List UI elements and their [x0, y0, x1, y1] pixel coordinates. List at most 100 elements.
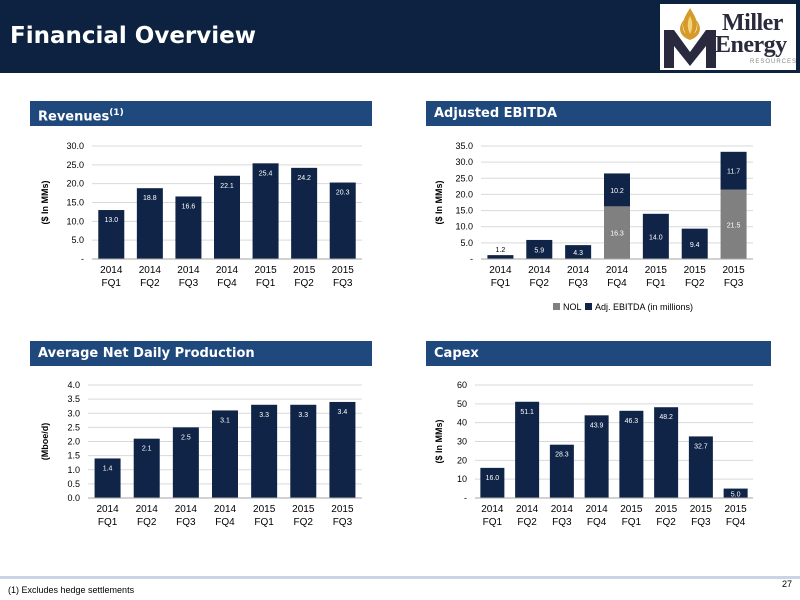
- revenues-data-label: 16.6: [182, 203, 196, 210]
- revenues-xtick-quarter: FQ1: [102, 278, 122, 289]
- section-header-revenues: Revenues(1): [30, 101, 372, 126]
- capex-data-label: 16.0: [486, 475, 500, 482]
- ebitda-xtick-quarter: FQ3: [568, 278, 588, 289]
- production-xtick-year: 2015: [253, 504, 276, 515]
- ebitda-ylabel: ($ In MMs): [434, 180, 444, 224]
- capex-xtick-year: 2015: [725, 504, 748, 515]
- capex-ytick-label: 40: [457, 418, 467, 428]
- revenues-bar: [291, 167, 318, 259]
- revenues-xtick-year: 2014: [139, 265, 162, 276]
- capex-label: Capex: [434, 346, 479, 361]
- production-ytick-label: 3.0: [67, 408, 80, 418]
- capex-xtick-quarter: FQ2: [656, 517, 676, 528]
- capex-xtick-quarter: FQ2: [517, 517, 537, 528]
- footnote: (1) Excludes hedge settlements: [8, 585, 135, 595]
- production-xtick-year: 2014: [214, 504, 237, 515]
- production-xtick-quarter: FQ3: [333, 517, 353, 528]
- ebitda-bar-ebitda: [565, 245, 592, 259]
- ebitda-xtick-year: 2015: [722, 265, 745, 276]
- ebitda-xtick-quarter: FQ1: [491, 278, 511, 289]
- capex-ytick-label: 60: [457, 380, 467, 390]
- revenues-bar: [136, 188, 163, 259]
- revenues-bar: [329, 182, 356, 259]
- ebitda-xtick-year: 2014: [489, 265, 512, 276]
- revenues-footnote-ref: (1): [109, 108, 124, 118]
- revenues-ytick-label: 30.0: [66, 141, 84, 151]
- ebitda-data-label: 14.0: [649, 234, 663, 241]
- capex-bar: [584, 415, 609, 498]
- production-ytick-label: 1.5: [67, 451, 80, 461]
- production-ylabel: (Mboe/d): [40, 423, 50, 461]
- capex-ylabel: ($ In MMs): [434, 419, 444, 463]
- capex-ytick-label: 20: [457, 455, 467, 465]
- ebitda-data-label: 5.9: [534, 247, 544, 254]
- capex-xtick-year: 2015: [690, 504, 713, 515]
- production-xtick-quarter: FQ2: [294, 517, 314, 528]
- revenues-data-label: 20.3: [336, 190, 350, 197]
- production-label: Average Net Daily Production: [38, 346, 255, 361]
- revenues-xtick-year: 2015: [293, 265, 316, 276]
- production-ytick-label: 2.0: [67, 437, 80, 447]
- capex-data-label: 48.2: [659, 414, 673, 421]
- revenues-data-label: 13.0: [104, 217, 118, 224]
- revenues-xtick-quarter: FQ2: [294, 278, 314, 289]
- capex-xtick-quarter: FQ4: [726, 517, 746, 528]
- production-xtick-quarter: FQ4: [215, 517, 235, 528]
- ebitda-xtick-quarter: FQ1: [646, 278, 666, 289]
- ebitda-xtick-year: 2015: [645, 265, 668, 276]
- capex-ytick-label: -: [464, 493, 467, 503]
- revenues-xtick-year: 2014: [100, 265, 123, 276]
- capex-data-label: 28.3: [555, 452, 569, 459]
- revenues-data-label: 25.4: [259, 170, 273, 177]
- production-bar: [212, 410, 238, 498]
- ebitda-ytick-label: 35.0: [455, 141, 473, 151]
- ebitda-ytick-label: 10.0: [455, 222, 473, 232]
- ebitda-bar-ebitda: [487, 255, 514, 259]
- capex-xtick-year: 2014: [586, 504, 609, 515]
- ebitda-ytick-label: -: [470, 254, 473, 264]
- capex-data-label: 43.9: [590, 422, 604, 429]
- production-data-label: 3.3: [298, 412, 308, 419]
- production-xtick-year: 2015: [331, 504, 354, 515]
- production-ytick-label: 0.0: [67, 493, 80, 503]
- production-ytick-label: 2.5: [67, 422, 80, 432]
- capex-data-label: 32.7: [694, 443, 708, 450]
- revenues-bar: [252, 163, 279, 259]
- production-xtick-quarter: FQ1: [254, 517, 274, 528]
- revenues-xtick-quarter: FQ4: [217, 278, 237, 289]
- ebitda-data-label: 21.5: [727, 222, 741, 229]
- ebitda-xtick-quarter: FQ3: [724, 278, 744, 289]
- production-xtick-year: 2015: [292, 504, 315, 515]
- production-xtick-year: 2014: [175, 504, 198, 515]
- production-bar: [133, 438, 160, 498]
- production-xtick-quarter: FQ2: [137, 517, 157, 528]
- capex-xtick-quarter: FQ1: [622, 517, 642, 528]
- production-xtick-quarter: FQ3: [176, 517, 196, 528]
- production-bar: [329, 401, 356, 498]
- production-ytick-label: 3.5: [67, 394, 80, 404]
- ebitda-data-label: 11.7: [727, 169, 740, 176]
- production-ytick-label: 1.0: [67, 465, 80, 475]
- production-bar: [94, 458, 121, 498]
- page-number: 27: [781, 579, 792, 589]
- ebitda-data-label: 16.3: [610, 231, 624, 238]
- ebitda-data-label: 10.2: [610, 188, 624, 195]
- ebitda-bar-ebitda: [720, 151, 747, 190]
- ebitda-ytick-label: 20.0: [455, 189, 473, 199]
- revenues-xtick-quarter: FQ3: [179, 278, 199, 289]
- capex-xtick-year: 2014: [516, 504, 539, 515]
- capex-xtick-year: 2014: [481, 504, 504, 515]
- ebitda-ytick-label: 5.0: [460, 238, 473, 248]
- capex-xtick-quarter: FQ1: [483, 517, 503, 528]
- ebitda-xtick-year: 2014: [567, 265, 590, 276]
- capex-data-label: 46.3: [625, 418, 639, 425]
- revenues-bar: [175, 196, 202, 259]
- ebitda-legend-label: NOL: [563, 302, 582, 312]
- capex-bar: [549, 444, 574, 498]
- production-xtick-year: 2014: [96, 504, 119, 515]
- revenues-xtick-year: 2015: [332, 265, 355, 276]
- revenues-ytick-label: 20.0: [66, 179, 84, 189]
- capex-xtick-quarter: FQ3: [552, 517, 572, 528]
- capex-data-label: 51.1: [520, 409, 534, 416]
